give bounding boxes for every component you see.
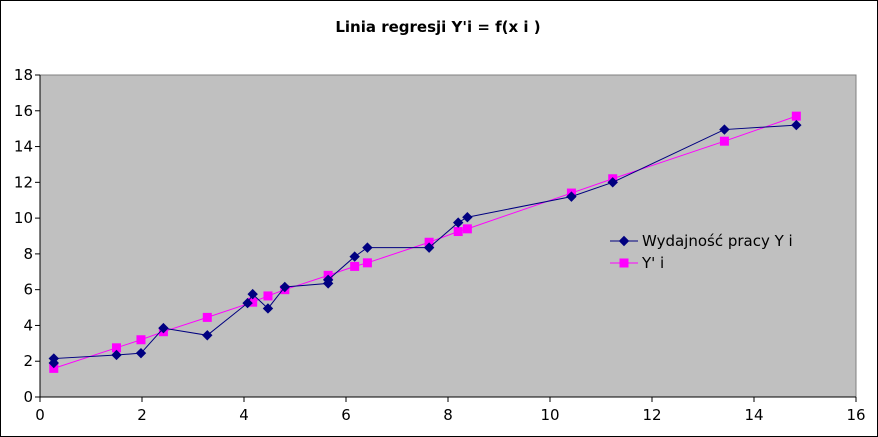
y-tick-label: 6 <box>23 281 33 299</box>
x-tick-label: 6 <box>341 406 351 424</box>
legend-label: Y' i <box>641 254 664 272</box>
x-tick-label: 0 <box>35 406 45 424</box>
data-point <box>48 353 59 364</box>
x-tick-label: 4 <box>239 406 249 424</box>
data-point <box>362 258 372 268</box>
legend-marker <box>618 235 630 247</box>
legend-label: Wydajność pracy Y i <box>642 232 793 250</box>
data-point <box>349 251 360 262</box>
data-point <box>135 347 147 359</box>
data-point <box>111 349 122 361</box>
data-point <box>202 312 212 322</box>
legend-marker <box>619 258 629 268</box>
data-point <box>158 322 169 334</box>
y-tick-label: 2 <box>23 352 33 370</box>
data-point <box>322 274 334 286</box>
data-point <box>452 217 464 228</box>
data-point <box>202 330 213 341</box>
x-tick-label: 16 <box>846 406 865 424</box>
data-point <box>423 242 435 253</box>
y-tick-label: 16 <box>14 102 33 120</box>
x-tick-label: 14 <box>744 406 763 424</box>
data-point <box>462 224 472 234</box>
data-point <box>462 212 473 223</box>
y-tick-label: 14 <box>14 138 33 156</box>
y-tick-label: 18 <box>14 66 33 84</box>
data-point <box>791 119 802 131</box>
data-point <box>453 227 463 237</box>
y-tick-label: 0 <box>23 388 33 406</box>
data-point <box>262 303 274 314</box>
data-point <box>247 288 258 300</box>
x-axis: 0 2 4 6 8 10 12 14 16 <box>35 396 866 424</box>
data-point <box>719 124 730 135</box>
data-point <box>791 111 801 121</box>
data-point <box>279 281 291 293</box>
y-tick-label: 8 <box>23 245 33 263</box>
x-tick-label: 8 <box>443 406 453 424</box>
x-tick-label: 12 <box>642 406 661 424</box>
x-tick-label: 10 <box>540 406 559 424</box>
chart-title: Linia regresji Y'i = f(x i ) <box>335 18 541 36</box>
x-tick-label: 2 <box>137 406 147 424</box>
y-tick-label: 10 <box>14 209 33 227</box>
data-point <box>242 297 253 309</box>
legend: Wydajność pracy Y i Y' i <box>610 232 793 272</box>
series-layer <box>48 111 802 373</box>
y-tick-label: 4 <box>23 316 33 334</box>
plot-area <box>39 74 857 398</box>
series-wydajnosc-pracy <box>48 119 802 369</box>
data-point <box>362 242 373 253</box>
data-point <box>719 136 729 146</box>
data-point <box>607 177 618 188</box>
y-axis: 0 2 4 6 8 10 12 14 16 18 <box>14 66 41 406</box>
data-point <box>566 191 577 202</box>
data-point <box>263 291 273 301</box>
data-point <box>350 261 360 271</box>
data-point <box>136 335 146 345</box>
y-tick-label: 12 <box>14 173 33 191</box>
